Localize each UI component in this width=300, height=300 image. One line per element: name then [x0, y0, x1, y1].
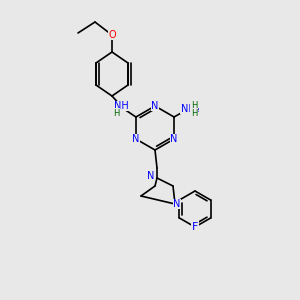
- Text: H: H: [113, 109, 119, 118]
- Text: NH: NH: [114, 101, 128, 111]
- Text: H: H: [191, 100, 197, 109]
- Text: N: N: [173, 199, 181, 209]
- Text: H: H: [191, 109, 197, 118]
- Text: NH₂: NH₂: [181, 104, 200, 114]
- Text: O: O: [108, 30, 116, 40]
- Text: N: N: [147, 171, 155, 181]
- Text: N: N: [170, 134, 178, 144]
- Text: N: N: [132, 134, 140, 144]
- Text: N: N: [151, 101, 159, 111]
- Text: F: F: [192, 222, 198, 232]
